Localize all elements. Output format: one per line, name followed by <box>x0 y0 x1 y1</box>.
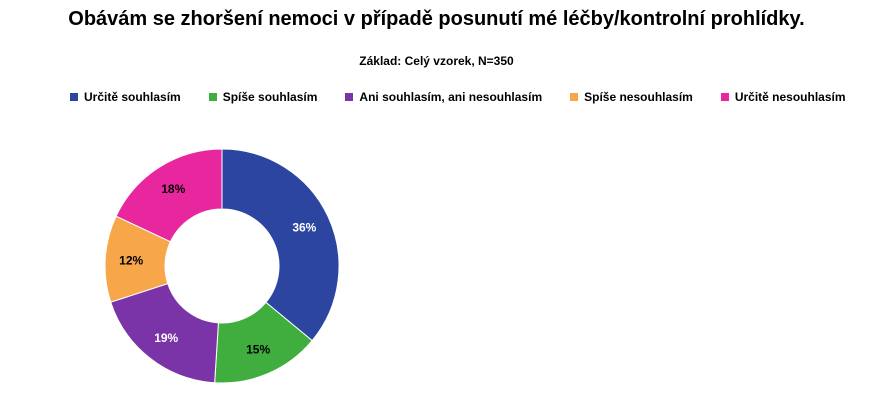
legend-swatch <box>208 93 217 101</box>
legend-swatch <box>720 93 729 101</box>
donut-slice-urcite-souhlasim <box>221 148 340 342</box>
legend-swatch <box>570 93 579 101</box>
chart-title: Obávám se zhoršení nemoci v případě posu… <box>68 8 805 30</box>
legend-item-spise-nesouhlasim: Spíše nesouhlasím <box>570 90 693 104</box>
legend-item-urcite-nesouhlasim: Určitě nesouhlasím <box>720 90 846 104</box>
legend-item-spise-souhlasim: Spíše souhlasím <box>208 90 318 104</box>
donut-slice-urcite-nesouhlasim <box>115 148 223 243</box>
legend-item-ani-souhlasim-ani-nesouhlasim: Ani souhlasím, ani nesouhlasím <box>345 90 542 104</box>
chart-legend: Určitě souhlasím Spíše souhlasím Ani sou… <box>70 88 870 106</box>
data-label-ani-souhlasim-ani-nesouhlasim: 19% <box>154 331 178 345</box>
chart-subtitle: Základ: Celý vzorek, N=350 <box>359 54 514 68</box>
data-label-urcite-souhlasim: 36% <box>292 220 316 234</box>
legend-item-urcite-souhlasim: Určitě souhlasím <box>70 90 181 104</box>
legend-label: Ani souhlasím, ani nesouhlasím <box>359 90 543 104</box>
data-label-spise-nesouhlasim: 12% <box>119 253 143 267</box>
legend-label: Spíše nesouhlasím <box>584 90 693 104</box>
data-label-urcite-nesouhlasim: 18% <box>161 182 185 196</box>
legend-label: Spíše souhlasím <box>222 90 318 104</box>
donut-slice-ani-souhlasim-ani-nesouhlasim <box>110 282 219 384</box>
legend-swatch <box>70 93 78 101</box>
data-label-spise-souhlasim: 15% <box>246 343 270 357</box>
legend-label: Určitě nesouhlasím <box>734 90 846 104</box>
legend-label: Určitě souhlasím <box>84 90 181 104</box>
legend-swatch <box>345 93 354 101</box>
